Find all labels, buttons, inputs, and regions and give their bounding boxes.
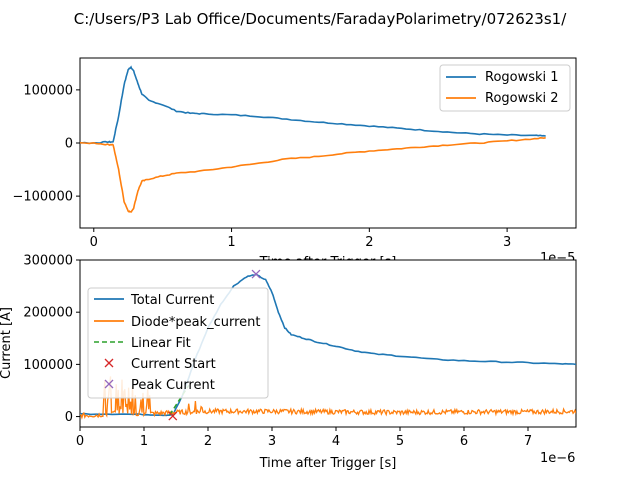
legend-label-linear-fit: Linear Fit — [131, 336, 191, 351]
x-tick-label: 7 — [524, 434, 532, 449]
figure-title: C:/Users/P3 Lab Office/Documents/Faraday… — [74, 10, 567, 28]
x-tick-label: 0 — [76, 434, 84, 449]
y-tick-label: 100000 — [23, 83, 73, 98]
y-tick-label: 200000 — [23, 306, 73, 321]
bottom-ticks: 0 1 2 3 4 5 6 7 0 100000 200000 300000 — [23, 254, 532, 450]
x-tick-label: 0 — [90, 235, 98, 250]
top-series-lines — [80, 65, 546, 213]
y-tick-label: −100000 — [12, 190, 73, 205]
x-tick-label: 4 — [332, 434, 340, 449]
bottom-legend: Total Current Diode*peak_current Linear … — [87, 287, 269, 399]
series-diode-peak-current — [80, 376, 576, 420]
y-tick-label: 0 — [65, 137, 73, 152]
legend-label-peak-current: Peak Current — [131, 378, 215, 393]
x-tick-label: 1 — [227, 235, 235, 250]
bottom-legend-box — [87, 287, 269, 399]
legend-label-diode: Diode*peak_current — [131, 315, 260, 330]
x-tick-label: 5 — [396, 434, 404, 449]
series-peak-current-marker — [251, 269, 261, 279]
series-rogowski-2 — [80, 136, 546, 213]
top-legend: Rogowski 1 Rogowski 2 — [439, 64, 571, 112]
y-tick-label: 300000 — [23, 254, 73, 269]
bottom-series-lines — [80, 269, 576, 421]
series-linear-fit — [168, 384, 190, 416]
series-total-current — [80, 273, 576, 417]
x-tick-label: 6 — [460, 434, 468, 449]
series-rogowski-1 — [80, 65, 546, 145]
legend-label-rogowski-2: Rogowski 2 — [485, 91, 559, 106]
bottom-y-axis-label: Current [A] — [0, 307, 14, 379]
legend-label-rogowski-1: Rogowski 1 — [485, 70, 559, 85]
legend-label-current-start: Current Start — [131, 357, 216, 372]
y-tick-label: 100000 — [23, 358, 73, 373]
x-tick-label: 1 — [140, 434, 148, 449]
x-tick-label: 2 — [365, 235, 373, 250]
bottom-axes: 0 1 2 3 4 5 6 7 0 100000 200000 300000 Time after T… — [0, 254, 577, 471]
x-tick-label: 3 — [268, 434, 276, 449]
bottom-x-offset-text: 1e−6 — [540, 451, 575, 466]
legend-swatch-current-start — [104, 358, 114, 368]
series-current-start-marker — [168, 411, 178, 421]
y-tick-label: 0 — [65, 410, 73, 425]
x-tick-label: 3 — [503, 235, 511, 250]
legend-swatch-peak-current — [104, 379, 114, 389]
bottom-x-axis-label: Time after Trigger [s] — [259, 456, 397, 471]
legend-label-total-current: Total Current — [130, 293, 214, 308]
x-tick-label: 2 — [204, 434, 212, 449]
